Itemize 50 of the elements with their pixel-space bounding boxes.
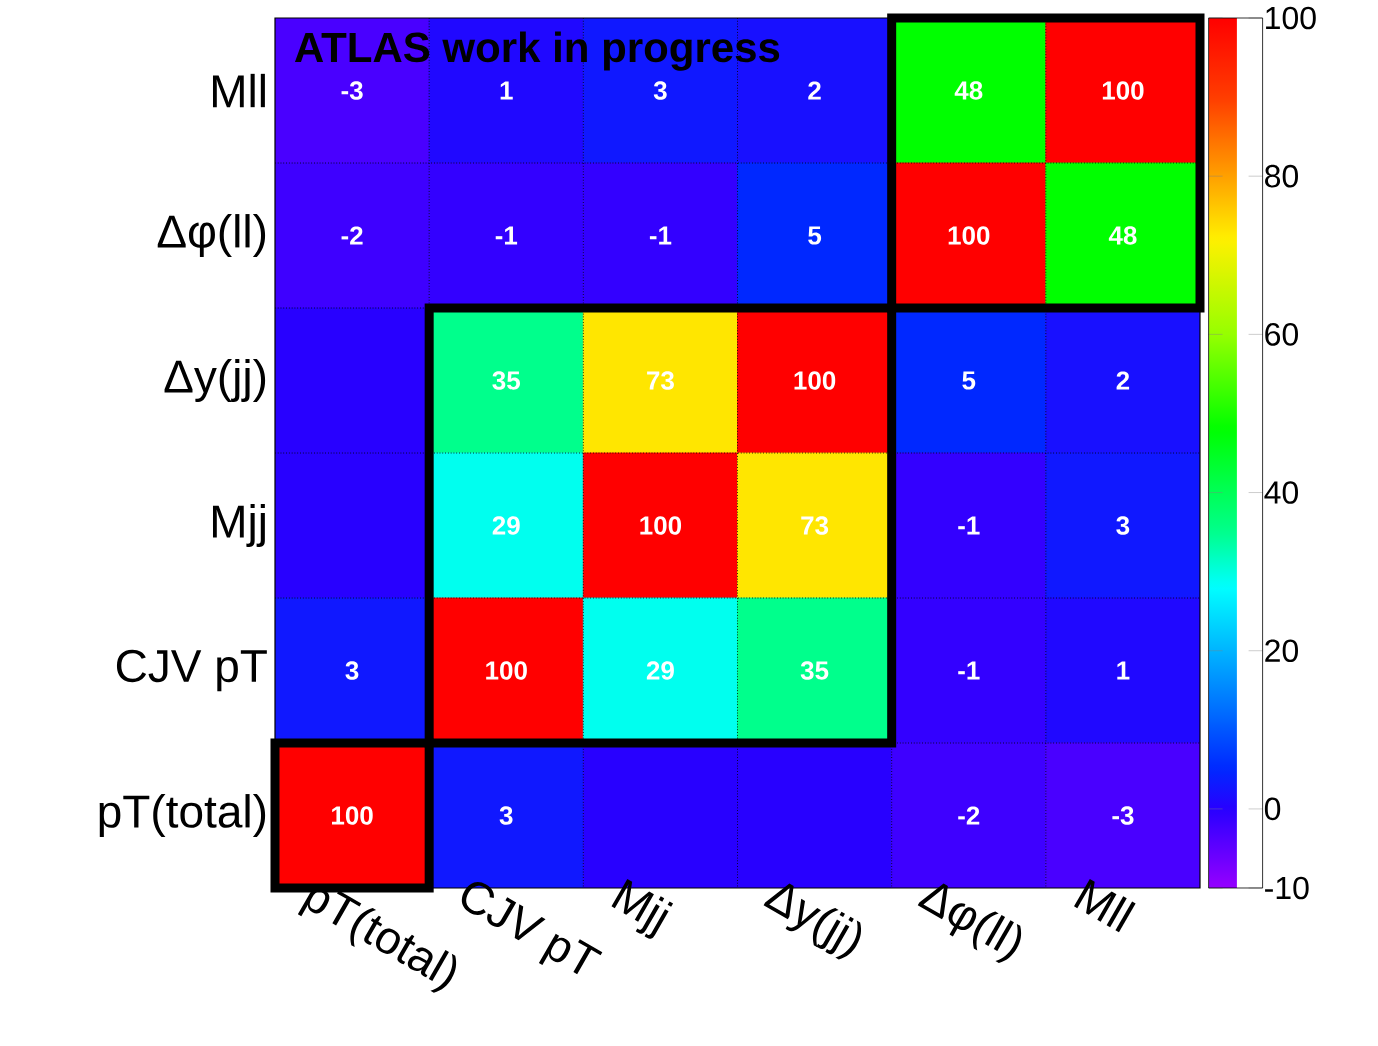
data-label: 100 bbox=[486, 661, 527, 680]
data-label: -1 bbox=[495, 226, 518, 245]
y-tick-label: pT(total) bbox=[99, 794, 266, 837]
y-tick-label: Δy(jj) bbox=[164, 359, 266, 402]
data-label: -1 bbox=[649, 226, 672, 245]
data-label: 3 bbox=[499, 806, 513, 825]
data-label: 100 bbox=[332, 806, 373, 825]
data-label: 73 bbox=[801, 516, 829, 535]
data-label: -3 bbox=[341, 81, 363, 100]
y-tick-label: CJV pT bbox=[116, 649, 267, 692]
data-label: -1 bbox=[958, 516, 980, 535]
data-label: 3 bbox=[345, 661, 359, 680]
y-tick-label: Mll bbox=[212, 73, 265, 108]
data-label: 29 bbox=[646, 661, 674, 680]
y-tick-label: Δφ(ll) bbox=[157, 214, 266, 257]
data-label: -2 bbox=[958, 806, 980, 825]
color-bar-label: 60 bbox=[1265, 323, 1298, 346]
x-tick-label: Δy(jj) bbox=[763, 883, 862, 960]
data-label: 35 bbox=[800, 661, 829, 680]
data-label: 1 bbox=[1117, 661, 1130, 680]
data-label: 100 bbox=[794, 371, 836, 390]
color-bar-label: 40 bbox=[1264, 481, 1298, 504]
data-label: 5 bbox=[808, 226, 822, 245]
x-tick-label: Mll bbox=[1074, 878, 1136, 933]
data-label: 5 bbox=[962, 371, 976, 390]
data-label: 100 bbox=[1102, 81, 1144, 100]
data-label: 100 bbox=[948, 226, 990, 245]
color-bar-label: 100 bbox=[1266, 6, 1316, 30]
data-label: -3 bbox=[1112, 806, 1134, 825]
data-label: 48 bbox=[1108, 226, 1137, 245]
data-label: 73 bbox=[647, 371, 674, 390]
data-label: 35 bbox=[492, 371, 520, 390]
x-tick-label: CJV pT bbox=[461, 882, 603, 975]
data-label: 3 bbox=[653, 81, 667, 100]
color-bar-label: 20 bbox=[1265, 639, 1298, 663]
data-label: 29 bbox=[492, 516, 520, 535]
data-label: -2 bbox=[341, 226, 363, 245]
data-label: 48 bbox=[954, 81, 983, 100]
x-tick-label: Mjj bbox=[611, 878, 674, 939]
y-tick-label: Mjj bbox=[212, 504, 265, 547]
color-bar-label: 0 bbox=[1264, 797, 1281, 821]
data-label: 1 bbox=[500, 81, 513, 100]
data-label: 2 bbox=[808, 81, 821, 100]
color-bar-label: -10 bbox=[1265, 876, 1309, 900]
color-bar-label: 80 bbox=[1265, 164, 1298, 188]
chart-title: ATLAS work in progress bbox=[294, 31, 780, 71]
data-label: 3 bbox=[1116, 516, 1130, 535]
data-label: -1 bbox=[958, 661, 980, 680]
data-label: 100 bbox=[640, 516, 682, 535]
data-label: 2 bbox=[1116, 371, 1130, 390]
